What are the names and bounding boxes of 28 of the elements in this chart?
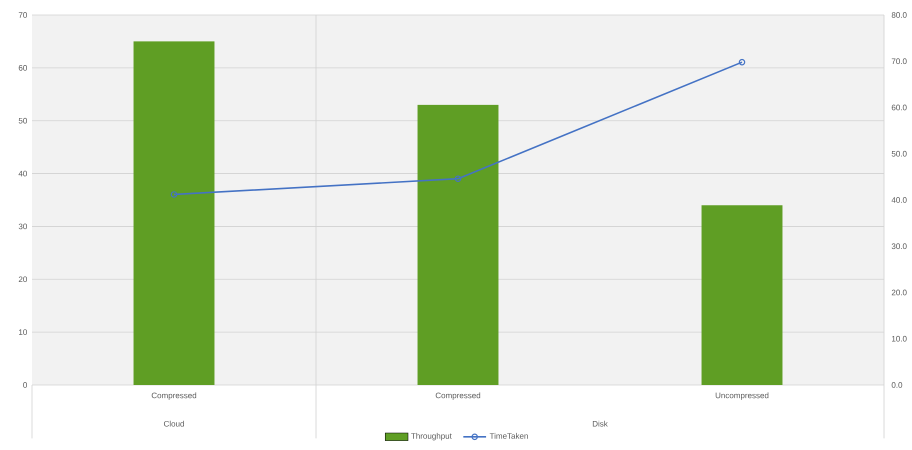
legend-label: Throughput	[411, 432, 452, 440]
x-tick-label: Compressed	[436, 392, 480, 400]
x-tick-label: Uncompressed	[716, 392, 768, 400]
y-tick-label: 10	[19, 329, 27, 335]
bar	[134, 41, 214, 385]
bar	[418, 104, 498, 385]
y2-tick-label: 10.0	[892, 336, 907, 342]
y2-tick-label: 50.0	[892, 150, 907, 157]
x-tick-label: Compressed	[152, 392, 196, 400]
point	[454, 175, 462, 182]
y2-tick-label: 60.0	[892, 104, 907, 110]
legend-label: TimeTaken	[490, 432, 528, 439]
bar	[702, 205, 782, 385]
y2-tick-label: 70.0	[892, 58, 907, 64]
y2-tick-label: 0.0	[892, 382, 902, 388]
y2-tick-label: 30.0	[892, 243, 907, 250]
text: Cloud	[164, 420, 184, 427]
text: Disk	[592, 420, 608, 427]
y-tick-label: 20	[18, 276, 27, 282]
y2-tick-label: 80.0	[892, 12, 907, 18]
y2-tick-label: 20.0	[892, 290, 907, 296]
y-tick-label: 40	[18, 170, 27, 176]
y-tick-label: 0	[23, 382, 27, 388]
y-tick-label: 50	[18, 118, 27, 124]
y-tick-label: 70	[18, 12, 27, 18]
y2-tick-label: 40.0	[892, 197, 907, 203]
y-tick-label: 30	[18, 224, 27, 230]
y-tick-label: 60	[18, 65, 27, 71]
